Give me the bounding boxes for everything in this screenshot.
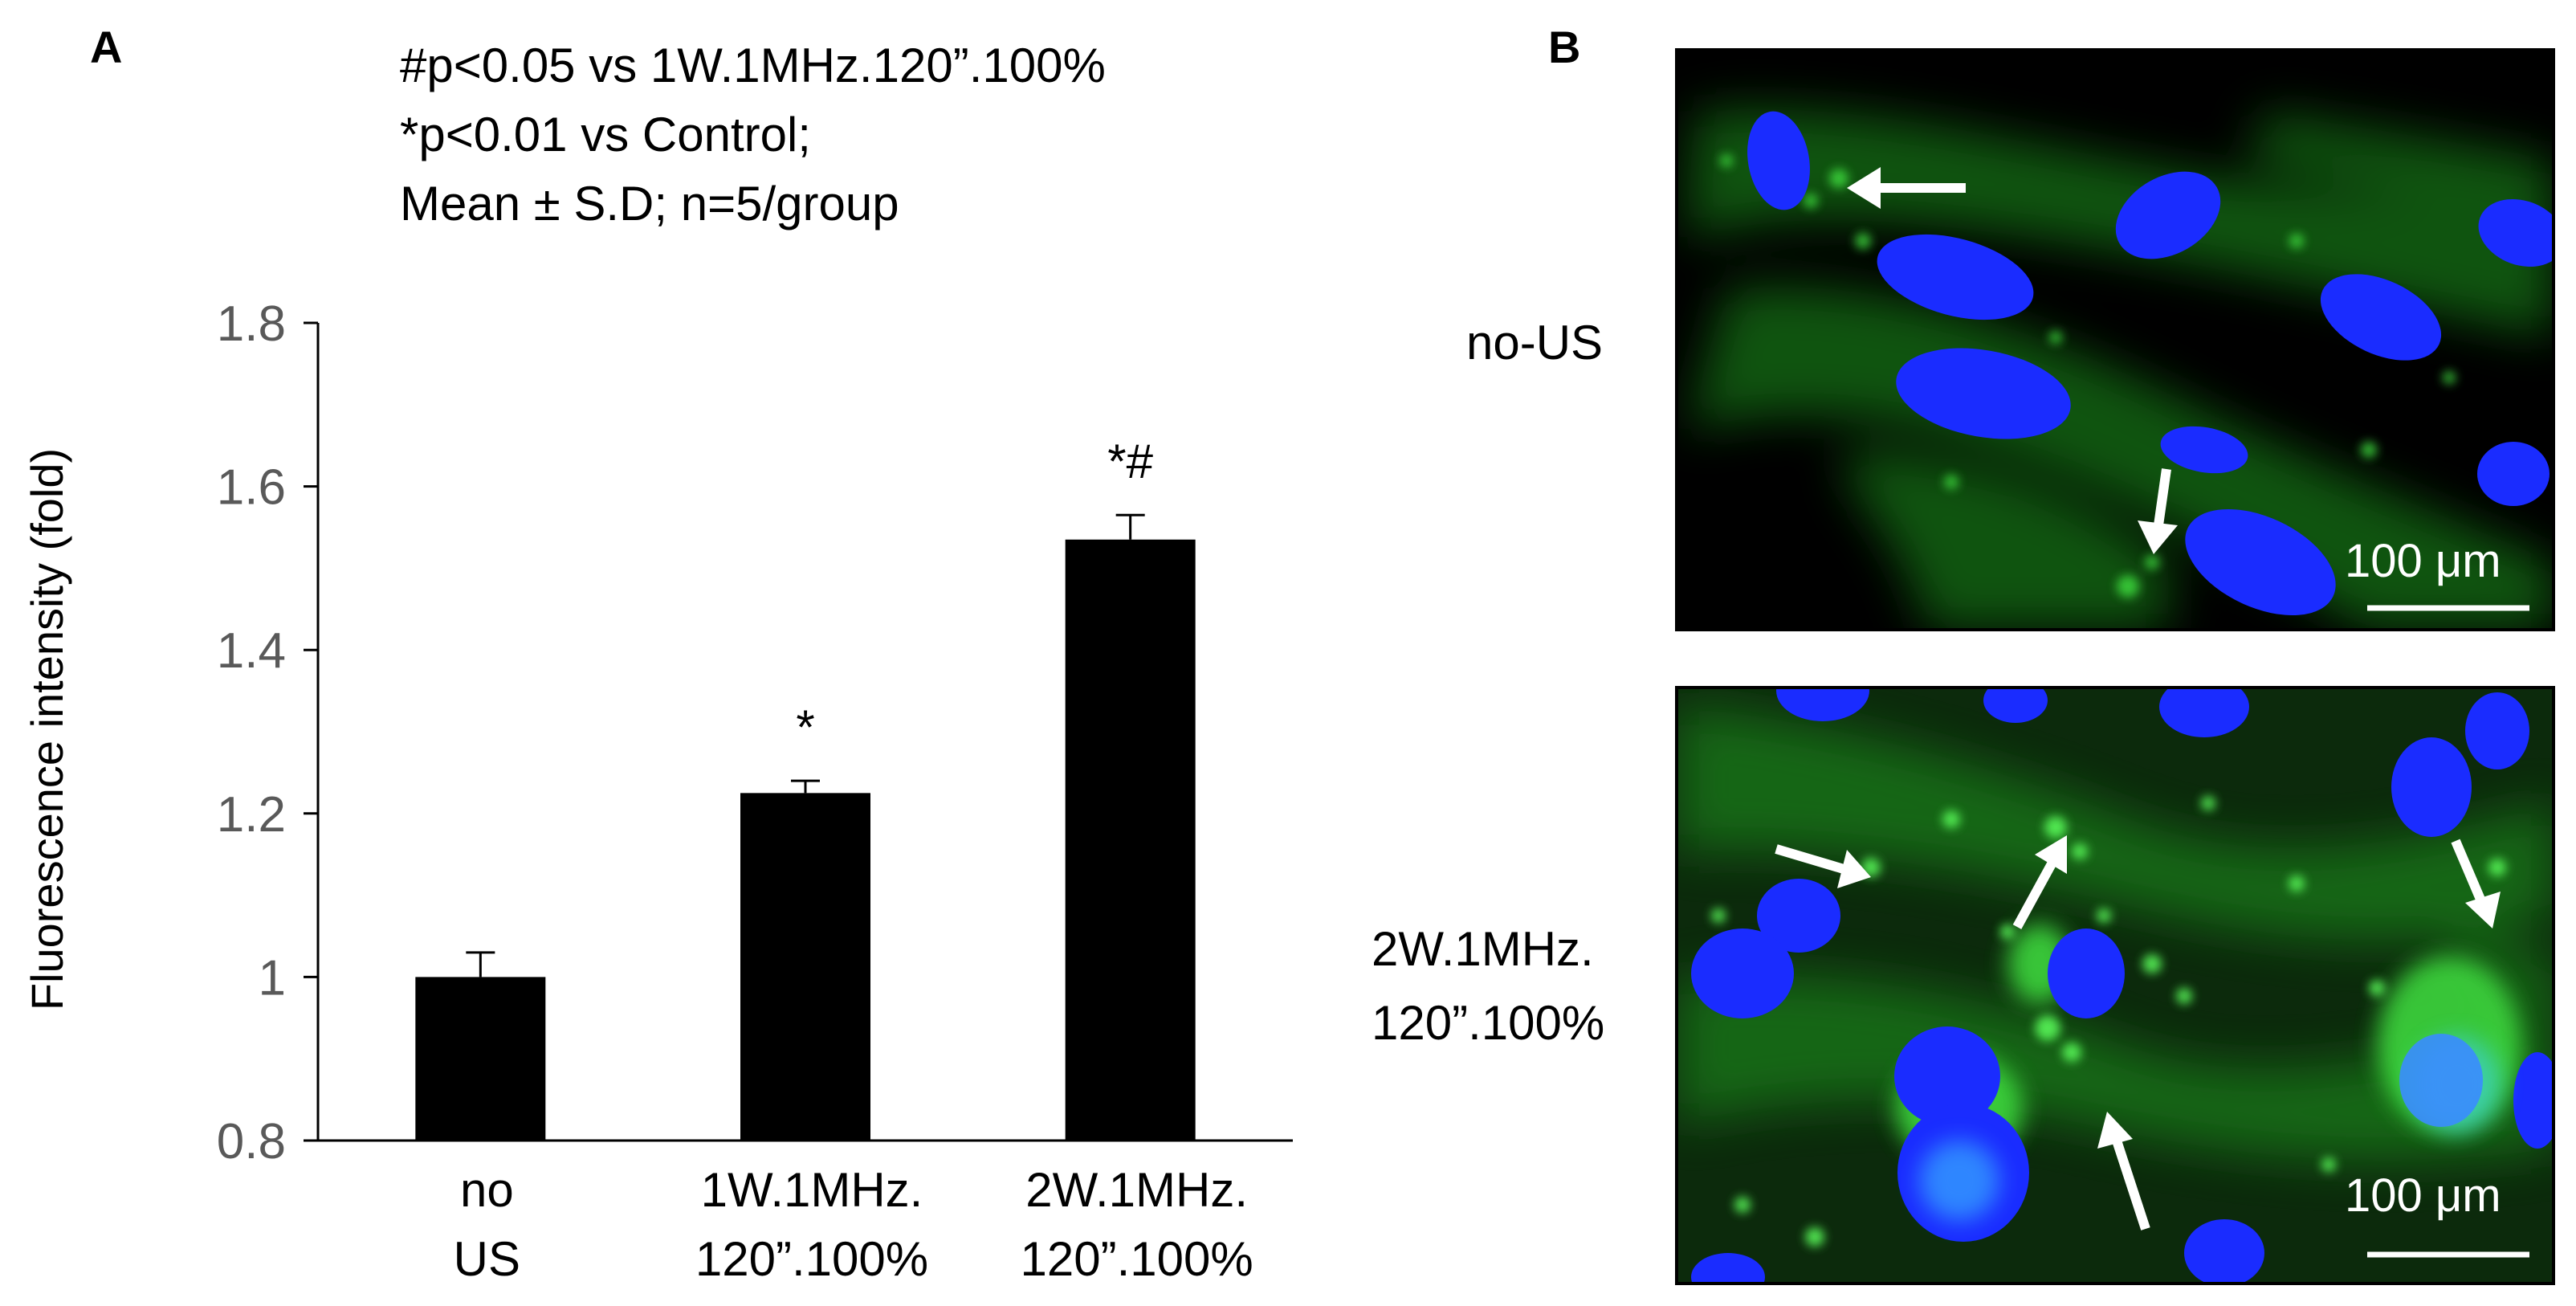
y-tick-label: 1 <box>259 950 286 1006</box>
micrograph-frame <box>1675 686 2555 1285</box>
micrograph-no-us: 100 μm <box>1677 50 2554 630</box>
x-tick-label: 2W.1MHz. <box>1025 1163 1248 1217</box>
significance-labels: * *# <box>796 435 1153 754</box>
micrograph-frame <box>1675 48 2555 631</box>
scale-bar-label: 100 μm <box>2345 535 2501 587</box>
bar <box>1065 539 1196 1141</box>
x-axis-labels: no US 1W.1MHz. 120”.100% 2W.1MHz. 120”.100% <box>454 1163 1253 1286</box>
significance-marker: *# <box>1107 435 1153 488</box>
y-tick-label: 0.8 <box>217 1114 286 1169</box>
x-tick-label: US <box>454 1232 520 1286</box>
micrograph-2w: 100 μm <box>1677 688 2554 1284</box>
x-tick-label: 1W.1MHz. <box>701 1163 923 1217</box>
y-tick-label: 1.2 <box>217 787 286 843</box>
image-label-2w-line-1: 2W.1MHz. <box>1372 922 1594 976</box>
note-line-3: Mean ± S.D; n=5/group <box>400 177 899 231</box>
y-tick-label: 1.4 <box>217 623 286 679</box>
x-tick-label: 120”.100% <box>695 1232 928 1286</box>
y-axis-ticks: 0.8 1 1.2 1.4 1.6 1.8 <box>217 296 318 1169</box>
green-puncta <box>1711 796 2506 1247</box>
x-tick-label: 120”.100% <box>1021 1232 1253 1286</box>
arrow-icon <box>2012 835 2067 929</box>
y-tick-label: 1.8 <box>217 296 286 352</box>
x-tick-label: no <box>460 1163 514 1217</box>
bar <box>740 793 870 1141</box>
panel-b-label: B <box>1548 22 1580 72</box>
arrow-icon <box>1847 167 1966 209</box>
arrow-icon <box>2097 1112 2150 1230</box>
image-label-no-us: no-US <box>1466 316 1603 369</box>
arrow-icon <box>2451 839 2501 928</box>
green-cytoplasm-stain <box>1677 707 2554 1161</box>
bars <box>415 539 1196 1141</box>
arrow-icon <box>1775 844 1871 888</box>
error-bars <box>466 513 1145 977</box>
bar <box>415 977 546 1141</box>
blue-nuclei-overlay <box>2399 1034 2483 1127</box>
blue-nuclei <box>1747 111 2554 616</box>
bar-chart: 0.8 1 1.2 1.4 1.6 1.8 * *# no US 1W.1MHz. 120”.10… <box>22 296 1293 1286</box>
scale-bar-label: 100 μm <box>2345 1169 2501 1222</box>
panel-a-label: A <box>90 22 122 72</box>
significance-marker: * <box>796 700 814 754</box>
note-line-2: *p<0.01 vs Control; <box>400 108 811 161</box>
y-tick-label: 1.6 <box>217 460 286 516</box>
y-axis-title: Fluorescence intensity (fold) <box>22 448 72 1010</box>
arrow-icon <box>2138 468 2178 554</box>
image-label-2w-line-2: 120”.100% <box>1372 996 1604 1050</box>
note-line-1: #p<0.05 vs 1W.1MHz.120”.100% <box>400 39 1106 92</box>
